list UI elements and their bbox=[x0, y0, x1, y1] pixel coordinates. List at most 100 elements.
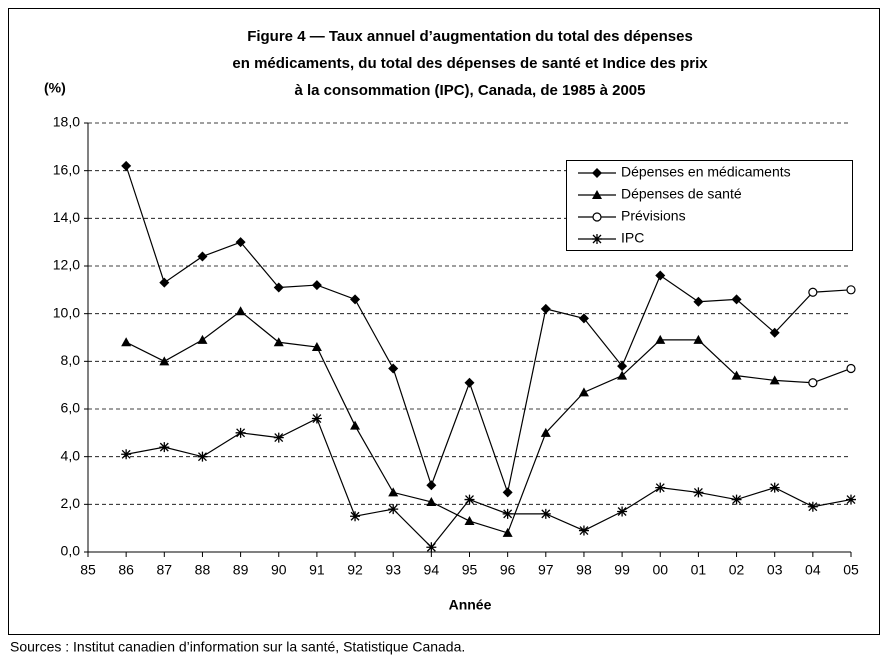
marker bbox=[769, 482, 780, 493]
marker bbox=[311, 413, 322, 424]
marker bbox=[273, 337, 284, 347]
marker bbox=[502, 527, 513, 537]
legend-label: IPC bbox=[621, 230, 644, 246]
marker bbox=[769, 375, 780, 385]
marker bbox=[273, 282, 284, 293]
marker bbox=[426, 496, 437, 506]
marker bbox=[808, 378, 818, 388]
x-tick-label: 05 bbox=[843, 562, 859, 578]
marker bbox=[350, 420, 361, 430]
x-tick-label: 92 bbox=[347, 562, 363, 578]
marker bbox=[235, 427, 246, 438]
marker bbox=[388, 504, 399, 515]
x-tick-label: 90 bbox=[271, 562, 287, 578]
marker bbox=[197, 451, 208, 462]
x-tick-label: 97 bbox=[538, 562, 554, 578]
marker bbox=[578, 387, 589, 397]
marker bbox=[808, 287, 818, 297]
marker bbox=[273, 432, 284, 443]
marker bbox=[464, 516, 475, 526]
y-tick-label: 8,0 bbox=[61, 352, 81, 368]
y-tick-label: 18,0 bbox=[53, 114, 80, 130]
chart-title: à la consommation (IPC), Canada, de 1985… bbox=[295, 82, 646, 99]
marker bbox=[235, 306, 246, 316]
legend-box bbox=[566, 160, 853, 251]
y-tick-label: 2,0 bbox=[61, 495, 81, 511]
x-tick-label: 03 bbox=[767, 562, 783, 578]
marker bbox=[693, 334, 704, 344]
marker bbox=[159, 356, 170, 366]
marker bbox=[540, 303, 551, 314]
marker bbox=[731, 370, 742, 380]
chart-title: Figure 4 — Taux annuel d’augmentation du… bbox=[247, 28, 693, 45]
marker bbox=[388, 363, 399, 374]
marker bbox=[121, 337, 132, 347]
marker bbox=[655, 334, 666, 344]
series-line bbox=[126, 417, 852, 549]
x-tick-label: 96 bbox=[500, 562, 516, 578]
x-tick-label: 95 bbox=[462, 562, 478, 578]
marker bbox=[617, 361, 628, 372]
x-tick-label: 93 bbox=[385, 562, 401, 578]
marker bbox=[731, 494, 742, 505]
chart-title: en médicaments, du total des dépenses de… bbox=[232, 55, 708, 72]
marker bbox=[617, 506, 628, 517]
marker bbox=[502, 487, 513, 498]
marker bbox=[311, 342, 322, 352]
marker bbox=[592, 168, 602, 178]
marker bbox=[807, 501, 818, 512]
marker bbox=[592, 234, 602, 244]
marker bbox=[197, 334, 208, 344]
x-tick-label: 01 bbox=[691, 562, 707, 578]
marker bbox=[655, 270, 666, 281]
source-note: Sources : Institut canadien d’informatio… bbox=[10, 639, 465, 655]
marker bbox=[426, 480, 437, 491]
marker bbox=[693, 296, 704, 307]
marker bbox=[159, 277, 170, 288]
marker bbox=[464, 377, 475, 388]
x-tick-label: 86 bbox=[118, 562, 134, 578]
marker bbox=[540, 508, 551, 519]
y-tick-label: 4,0 bbox=[61, 447, 81, 463]
x-tick-label: 91 bbox=[309, 562, 325, 578]
legend-label: Dépenses de santé bbox=[621, 186, 742, 202]
legend-label: Prévisions bbox=[621, 208, 686, 224]
marker bbox=[235, 237, 246, 248]
x-tick-label: 04 bbox=[805, 562, 821, 578]
y-tick-label: 6,0 bbox=[61, 400, 81, 416]
marker bbox=[121, 160, 132, 171]
marker bbox=[426, 542, 437, 553]
marker bbox=[388, 487, 399, 497]
x-tick-label: 85 bbox=[80, 562, 96, 578]
marker bbox=[350, 294, 361, 305]
marker bbox=[121, 449, 132, 460]
y-axis-label: (%) bbox=[44, 80, 66, 96]
series-line bbox=[125, 310, 775, 534]
y-tick-label: 12,0 bbox=[53, 257, 80, 273]
marker bbox=[464, 494, 475, 505]
marker bbox=[197, 251, 208, 262]
marker bbox=[617, 370, 628, 380]
marker bbox=[769, 327, 780, 338]
x-tick-label: 99 bbox=[614, 562, 630, 578]
marker bbox=[693, 487, 704, 498]
marker bbox=[159, 442, 170, 453]
x-axis-label: Année bbox=[449, 597, 492, 613]
legend-label: Dépenses en médicaments bbox=[621, 164, 791, 180]
y-tick-label: 0,0 bbox=[61, 543, 81, 559]
y-tick-label: 16,0 bbox=[53, 161, 80, 177]
x-tick-label: 00 bbox=[652, 562, 668, 578]
marker bbox=[655, 482, 666, 493]
x-tick-label: 02 bbox=[729, 562, 745, 578]
marker bbox=[592, 212, 602, 222]
marker bbox=[731, 294, 742, 305]
x-tick-label: 88 bbox=[195, 562, 211, 578]
marker bbox=[502, 508, 513, 519]
x-tick-label: 94 bbox=[424, 562, 440, 578]
series-line bbox=[125, 165, 776, 495]
chart-border bbox=[8, 8, 880, 635]
y-tick-label: 10,0 bbox=[53, 304, 80, 320]
marker bbox=[592, 190, 602, 199]
x-tick-label: 98 bbox=[576, 562, 592, 578]
